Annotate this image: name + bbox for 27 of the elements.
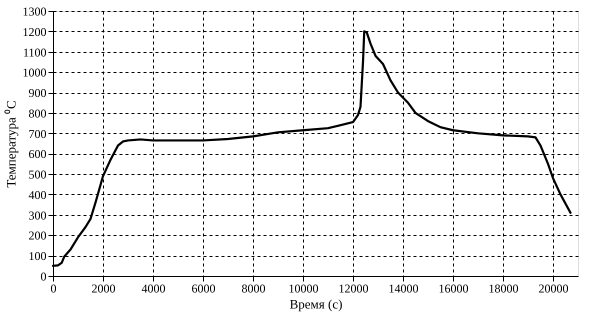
y-tick-label: 600 bbox=[28, 147, 46, 162]
y-tick-label: 400 bbox=[28, 188, 46, 202]
y-tick-label: 0 bbox=[40, 270, 46, 284]
y-tick-label: 100 bbox=[28, 249, 46, 264]
y-tick-label: 200 bbox=[28, 228, 46, 243]
y-tick-label: 700 bbox=[28, 126, 46, 141]
y-tick-label: 1000 bbox=[22, 66, 46, 80]
x-tick-label: 10000 bbox=[288, 282, 318, 296]
y-tick-label: 1100 bbox=[22, 45, 46, 60]
x-tick-label: 0 bbox=[50, 282, 56, 296]
y-tick-label: 1200 bbox=[22, 24, 46, 39]
y-tick-label: 1300 bbox=[22, 4, 46, 18]
y-tick-label: 800 bbox=[28, 106, 46, 120]
x-axis-title: Время (с) bbox=[290, 296, 342, 312]
y-tick-label: 500 bbox=[28, 168, 46, 182]
y-tick-label: 900 bbox=[28, 86, 46, 100]
x-tick-label: 16000 bbox=[438, 282, 468, 296]
x-tick-label: 8000 bbox=[242, 282, 266, 296]
x-tick-label: 20000 bbox=[538, 282, 568, 296]
y-tick-label: 300 bbox=[28, 208, 46, 222]
y-axis-title: Температура ⁰C bbox=[4, 100, 18, 188]
x-tick-label: 6000 bbox=[192, 282, 216, 296]
x-tick-label: 2000 bbox=[92, 282, 116, 296]
x-tick-label: 14000 bbox=[388, 282, 418, 296]
x-tick-label: 4000 bbox=[142, 282, 166, 296]
x-tick-label: 12000 bbox=[338, 282, 368, 296]
x-tick-label: 18000 bbox=[488, 282, 518, 296]
